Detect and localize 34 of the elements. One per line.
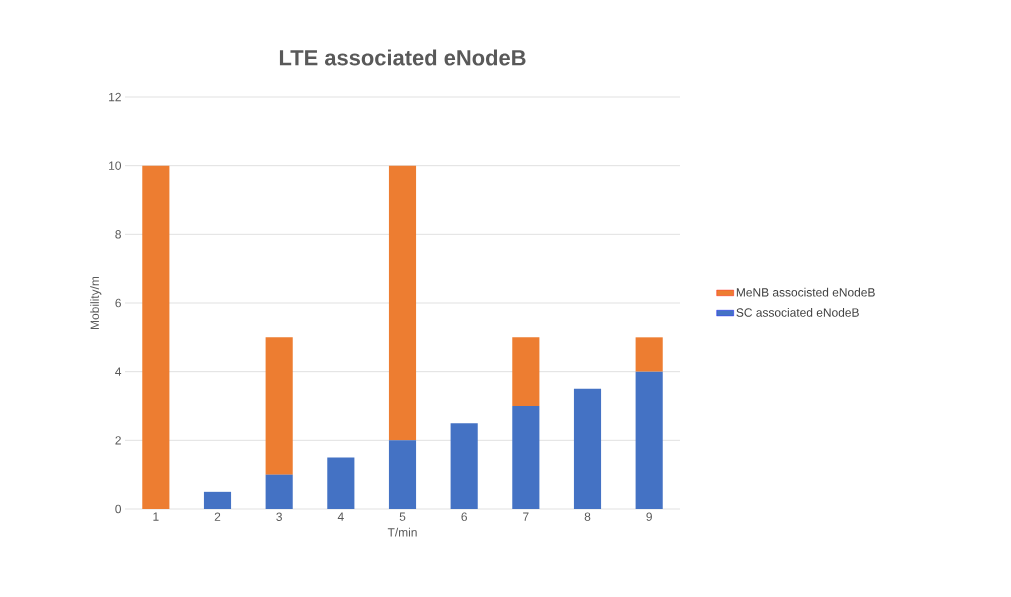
x-tick-label: 4 (337, 512, 344, 521)
y-tick-label: 8 (115, 230, 121, 239)
x-tick-label: 5 (399, 512, 406, 521)
bar (142, 165, 170, 509)
y-tick-label: 4 (115, 367, 122, 376)
x-tick-label: 1 (153, 512, 159, 521)
bar (388, 440, 417, 509)
legend-label: SC associated eNodeB (736, 308, 859, 317)
bar (388, 165, 417, 441)
y-axis-title: Mobility/m (90, 276, 102, 329)
bar (265, 474, 293, 509)
y-tick-label: 0 (115, 504, 122, 514)
legend-label: MeNB associsted eNodeB (736, 287, 875, 297)
y-tick-label: 6 (115, 298, 121, 308)
x-tick-label: 8 (584, 512, 591, 521)
bar (265, 337, 293, 475)
x-axis-title: T/min (387, 527, 417, 537)
bar (327, 457, 355, 509)
x-tick-label: 2 (214, 512, 221, 521)
bar (512, 337, 540, 406)
x-tick-label: 6 (461, 512, 467, 521)
y-tick-label: 10 (109, 161, 122, 170)
bar (635, 337, 663, 372)
bar (512, 406, 540, 509)
y-tick-label: 2 (115, 436, 121, 445)
chart-title: LTE associated eNodeB (279, 49, 526, 66)
bar (203, 491, 232, 509)
x-tick-label: 3 (276, 512, 282, 521)
x-tick-label: 7 (523, 512, 529, 521)
y-tick-label: 12 (109, 92, 121, 102)
bar (450, 423, 478, 509)
bar (573, 388, 602, 509)
x-tick-label: 9 (646, 512, 652, 521)
bar (635, 371, 663, 509)
